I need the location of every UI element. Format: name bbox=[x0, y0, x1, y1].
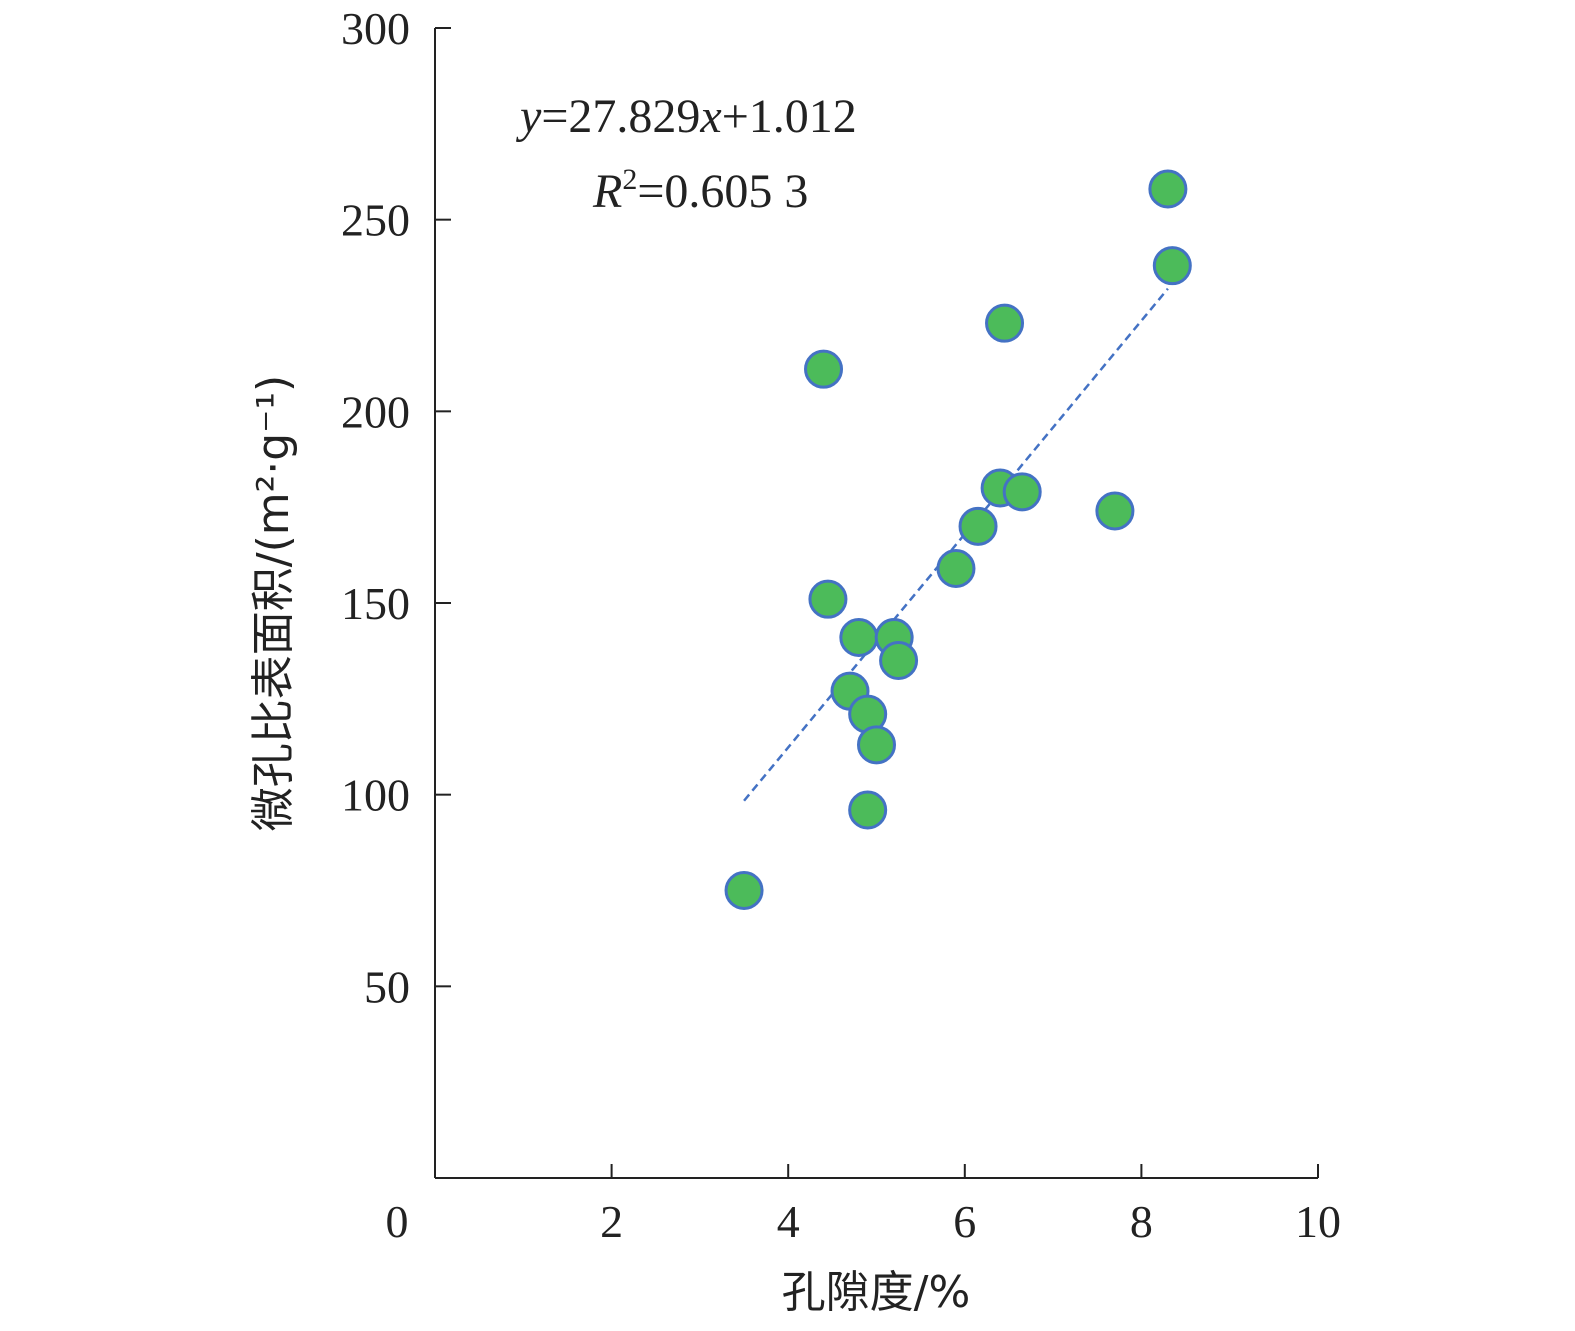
y-tick-label: 100 bbox=[341, 770, 410, 821]
data-point bbox=[958, 506, 998, 546]
x-tick-label: 4 bbox=[777, 1196, 800, 1247]
r-squared-label: R2=0.605 3 bbox=[592, 163, 808, 218]
y-tick-label: 150 bbox=[341, 578, 410, 629]
data-point bbox=[857, 725, 896, 765]
r-var: R bbox=[592, 165, 622, 218]
data-point bbox=[808, 579, 848, 619]
y-axis-label: 微孔比表面积/(m²·g⁻¹) bbox=[248, 375, 299, 831]
axes bbox=[434, 28, 1318, 1179]
trendline-group bbox=[743, 287, 1169, 802]
r-sup: 2 bbox=[622, 163, 637, 196]
y-tick-label: 300 bbox=[341, 3, 410, 54]
x-tick-label: 8 bbox=[1130, 1196, 1153, 1247]
y-tick-label: 200 bbox=[341, 386, 410, 437]
x-tick-label: 0 bbox=[386, 1196, 409, 1247]
data-point bbox=[804, 349, 844, 389]
x-ticks: 0 2 4 6 8 10 bbox=[386, 1164, 1341, 1247]
y-tick-label: 250 bbox=[341, 195, 410, 246]
eq-rhs-a: =27.829 bbox=[541, 90, 700, 143]
data-point bbox=[879, 641, 919, 680]
x-tick-label: 6 bbox=[953, 1196, 976, 1247]
x-tick-label: 10 bbox=[1295, 1196, 1341, 1247]
eq-y-var: y bbox=[515, 90, 542, 143]
data-point bbox=[848, 790, 888, 830]
data-point bbox=[1148, 169, 1188, 209]
trendline bbox=[743, 287, 1169, 802]
data-point bbox=[839, 618, 879, 657]
regression-equation: y=27.829x+1.012 bbox=[515, 90, 857, 143]
eq-x-var: x bbox=[699, 90, 721, 143]
x-axis-label: 孔隙度/% bbox=[782, 1267, 971, 1318]
x-tick-label: 2 bbox=[600, 1196, 623, 1247]
eq-rhs-b: +1.012 bbox=[722, 90, 857, 143]
data-point bbox=[1095, 491, 1135, 531]
y-tick-label: 50 bbox=[364, 961, 410, 1012]
data-point bbox=[936, 549, 976, 588]
r-rhs: =0.605 3 bbox=[637, 165, 808, 218]
y-ticks: 50 100 150 200 250 300 bbox=[341, 3, 451, 1012]
data-point bbox=[1002, 472, 1042, 512]
data-point bbox=[724, 871, 764, 910]
data-points bbox=[724, 169, 1192, 910]
data-point bbox=[1152, 246, 1192, 286]
data-point bbox=[985, 303, 1025, 343]
